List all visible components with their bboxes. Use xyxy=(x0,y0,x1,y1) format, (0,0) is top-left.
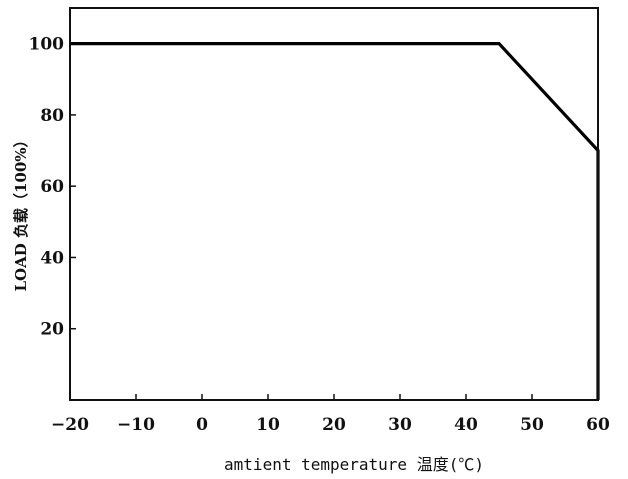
y-tick-label: 60 xyxy=(40,177,64,197)
x-axis-tick-labels: −20 −10 0 10 20 30 40 50 60 xyxy=(51,415,610,435)
y-tick-label: 20 xyxy=(40,320,64,340)
y-tick-label: 80 xyxy=(40,106,64,126)
y-axis-tick-labels: 20 40 60 80 100 xyxy=(29,35,65,340)
x-tick-label: 20 xyxy=(322,415,346,435)
y-axis-title: LOAD 负载（100%） xyxy=(12,132,30,291)
x-tick-label: −10 xyxy=(117,415,155,435)
x-tick-label: 0 xyxy=(196,415,208,435)
x-axis-title: amtient temperature 温度(℃) xyxy=(224,455,484,474)
y-tick-label: 40 xyxy=(40,248,64,268)
x-tick-label: 10 xyxy=(256,415,280,435)
plot-frame xyxy=(69,7,599,401)
x-tick-label: 30 xyxy=(388,415,412,435)
load-derating-curve xyxy=(70,42,600,400)
x-tick-label: −20 xyxy=(51,415,89,435)
x-tick-label: 40 xyxy=(454,415,478,435)
x-tick-label: 50 xyxy=(520,415,544,435)
x-tick-label: 60 xyxy=(586,415,610,435)
y-tick-label: 100 xyxy=(29,35,65,55)
